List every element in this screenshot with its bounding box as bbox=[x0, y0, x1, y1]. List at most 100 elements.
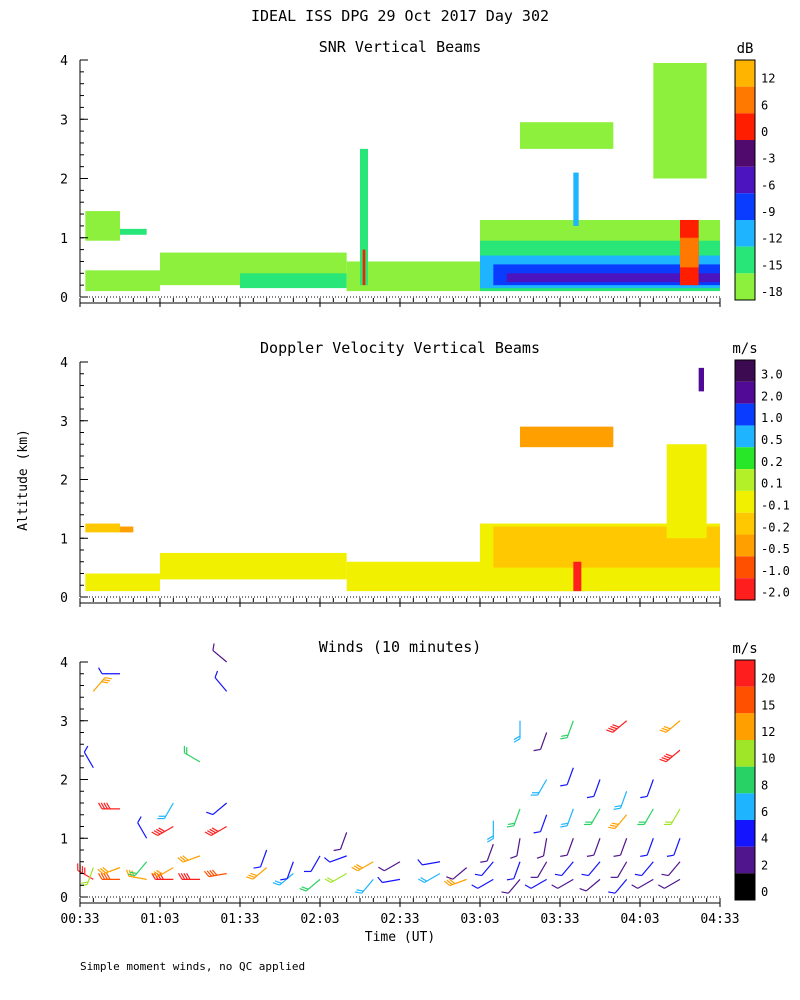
barb-staff bbox=[507, 878, 521, 894]
y-tick-label: 2 bbox=[60, 774, 68, 789]
heatmap-cell bbox=[85, 270, 160, 292]
barb-staff bbox=[643, 808, 654, 825]
colorbar-swatch bbox=[735, 556, 755, 579]
wind-barb bbox=[486, 820, 494, 843]
barb-flag bbox=[214, 670, 219, 678]
barb-flag bbox=[156, 828, 163, 834]
wind-barb bbox=[418, 872, 441, 884]
barb-staff bbox=[614, 814, 628, 829]
barb-staff bbox=[619, 838, 628, 856]
barb-flag bbox=[101, 681, 109, 684]
wind-barb bbox=[613, 838, 628, 857]
barb-staff bbox=[449, 878, 467, 887]
colorbar-frame bbox=[734, 659, 756, 901]
barb-staff bbox=[637, 878, 654, 889]
barb-staff bbox=[212, 649, 228, 663]
colorbar-swatch bbox=[735, 220, 755, 247]
barb-flag bbox=[211, 869, 218, 876]
barb-staff bbox=[361, 878, 374, 894]
barb-flag bbox=[333, 848, 341, 852]
barb-flag bbox=[97, 873, 103, 880]
wind-barb bbox=[354, 878, 374, 894]
colorbar-label: 0.5 bbox=[761, 433, 783, 447]
barb-flag bbox=[106, 802, 111, 810]
barb-staff bbox=[617, 861, 628, 878]
barb-flag bbox=[274, 880, 282, 884]
barb-staff bbox=[561, 861, 574, 876]
barb-flag bbox=[640, 854, 648, 857]
barb-flag bbox=[324, 878, 332, 884]
colorbar-swatch bbox=[735, 273, 755, 300]
wind-barb bbox=[206, 802, 228, 816]
barb-flag bbox=[579, 887, 587, 892]
barb-flag bbox=[102, 866, 109, 873]
barb-staff bbox=[157, 825, 174, 837]
colorbar-label: 2 bbox=[761, 858, 768, 872]
barb-flag bbox=[608, 826, 616, 830]
colorbar-swatch bbox=[735, 381, 755, 404]
barb-flag bbox=[486, 838, 494, 843]
barb-flag bbox=[129, 871, 137, 875]
wind-barb bbox=[474, 861, 494, 877]
barb-flag bbox=[327, 877, 334, 882]
wind-barb bbox=[177, 873, 200, 880]
barb-staff bbox=[593, 779, 601, 797]
barb-flag bbox=[180, 873, 186, 880]
barb-flag bbox=[586, 854, 594, 857]
barb-flag bbox=[106, 873, 111, 880]
y-tick-label: 0 bbox=[60, 891, 68, 906]
colorbar-swatch bbox=[735, 360, 755, 382]
colorbar-label: 3.0 bbox=[761, 368, 783, 382]
heatmap-cell bbox=[653, 62, 707, 179]
barb-flag bbox=[506, 878, 514, 881]
colorbar-label: -9 bbox=[761, 205, 775, 219]
wind-barb bbox=[471, 878, 494, 889]
figure-title: IDEAL ISS DPG 29 Oct 2017 Day 302 bbox=[251, 7, 549, 25]
wind-barb bbox=[513, 720, 521, 743]
colorbar-swatch bbox=[735, 766, 755, 794]
wind-barb bbox=[658, 878, 681, 889]
heatmap-cell bbox=[573, 561, 582, 592]
wind-barb bbox=[530, 779, 548, 796]
barb-flag bbox=[248, 874, 256, 879]
barb-staff bbox=[210, 825, 227, 837]
barb-flag bbox=[444, 880, 451, 886]
heatmap-cell bbox=[506, 273, 720, 283]
barb-staff bbox=[665, 749, 681, 763]
barb-flag bbox=[665, 753, 673, 758]
colorbar-swatch bbox=[735, 686, 755, 714]
wind-barb bbox=[659, 720, 681, 733]
colorbar-swatch bbox=[735, 793, 755, 820]
barb-flag bbox=[151, 872, 159, 878]
barb-staff bbox=[590, 808, 601, 825]
barb-staff bbox=[537, 861, 548, 878]
barb-flag bbox=[659, 729, 667, 733]
wind-barb bbox=[246, 867, 268, 880]
barb-flag bbox=[159, 873, 164, 880]
wind-barb bbox=[377, 876, 401, 884]
barb-flag bbox=[536, 855, 544, 859]
colorbar-label: 20 bbox=[761, 672, 775, 686]
colorbar-swatch bbox=[735, 447, 755, 470]
heatmap-cell bbox=[346, 261, 480, 292]
barb-staff bbox=[557, 878, 574, 889]
colorbar-swatch bbox=[735, 713, 755, 740]
barb-staff bbox=[539, 732, 548, 750]
barb-flag bbox=[513, 735, 521, 741]
barb-flag bbox=[661, 727, 669, 732]
barb-staff bbox=[641, 861, 654, 876]
colorbar-label: -15 bbox=[761, 258, 783, 272]
barb-staff bbox=[452, 867, 468, 880]
heatmap-cell bbox=[240, 273, 347, 289]
barb-staff bbox=[424, 872, 441, 884]
barb-flag bbox=[183, 873, 188, 880]
barb-staff bbox=[542, 838, 548, 857]
barb-flag bbox=[324, 857, 331, 863]
heatmap-cell bbox=[160, 552, 347, 580]
x-axis-label: Time (UT) bbox=[365, 930, 435, 945]
barb-flag bbox=[81, 881, 89, 884]
barb-flag bbox=[658, 884, 665, 889]
barb-flag bbox=[663, 725, 671, 730]
colorbar-label: -0.5 bbox=[761, 542, 790, 556]
wind-barb bbox=[83, 745, 94, 769]
